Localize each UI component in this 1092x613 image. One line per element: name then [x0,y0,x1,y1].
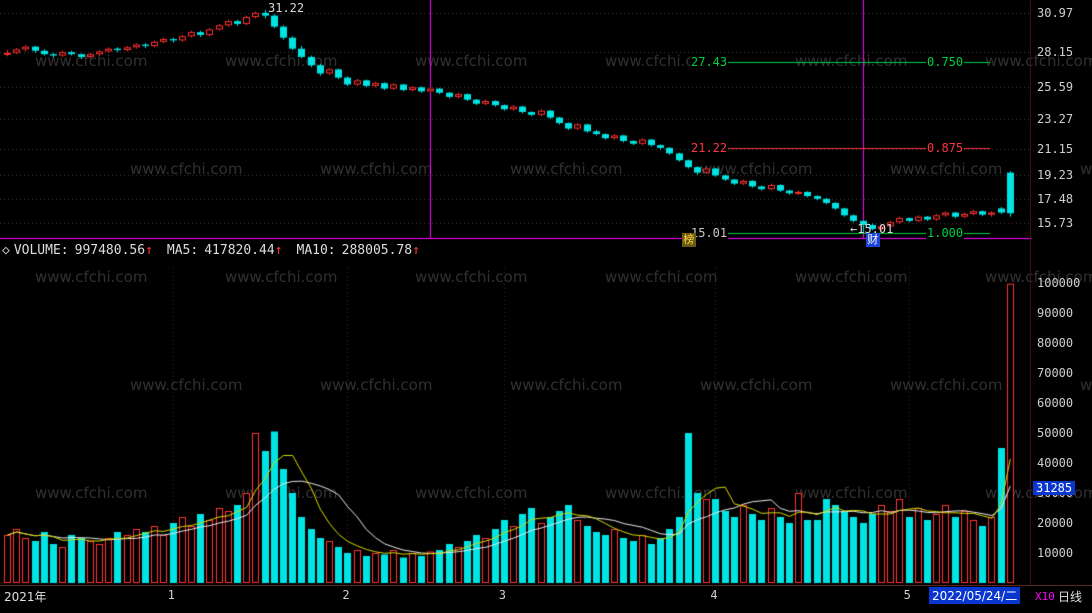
watermark-text: www.cfchi.com [1080,376,1092,394]
ma10-up-arrow-icon: ↑ [412,243,420,258]
year-label: 2021年 [4,590,47,604]
volume-axis-label: 40000 [1037,456,1074,470]
current-volume-badge: 31285 [1033,481,1076,495]
volume-axis-label: 20000 [1037,516,1074,530]
price-axis-label: 17.48 [1037,192,1074,207]
price-axis-label: 23.27 [1037,112,1074,127]
month-label-5: 5 [903,588,911,602]
period-selector[interactable]: 日线 [1058,590,1083,604]
event-tag-1[interactable]: 财 [865,233,880,247]
volume-label: VOLUME: [13,243,69,258]
fib-price-label-2: 15.01 [690,226,729,241]
price-volume-chart-canvas[interactable] [0,0,1032,613]
ma10-value: 288005.78 [341,243,413,258]
collapse-icon[interactable]: ◇ [2,243,10,258]
month-label-3: 3 [498,588,507,602]
volume-axis-label: 60000 [1037,396,1074,410]
volume-axis-label: 70000 [1037,366,1074,380]
volume-up-arrow-icon: ↑ [145,243,153,258]
price-axis-label: 30.97 [1037,6,1074,21]
volume-axis-label: 90000 [1037,306,1074,320]
watermark-text: www.cfchi.com [1080,160,1092,178]
price-axis-label: 25.59 [1037,80,1074,95]
peak-price-label: 31.22 [268,1,305,15]
price-axis-label: 28.15 [1037,45,1074,60]
fib-ratio-label-0: 0.750 [926,55,965,70]
month-label-2: 2 [342,588,350,602]
ma5-label: MA5: [166,243,199,258]
month-label-1: 1 [167,588,175,602]
fib-ratio-label-1: 0.875 [926,140,965,155]
volume-axis-label: 10000 [1037,546,1074,560]
price-axis-label: 19.23 [1037,167,1074,182]
axis-separator [1030,0,1031,604]
ma5-up-arrow-icon: ↑ [274,243,283,258]
fib-ratio-label-2: 1.000 [926,226,965,241]
volume-indicator-header: ◇ VOLUME: 997480.56↑ MA5: 417820.44↑ MA10: 288… [2,243,434,258]
volume-value: 997480.56 [74,243,146,258]
fib-price-label-1: 21.22 [690,140,729,155]
volume-axis-label: 50000 [1037,426,1074,440]
month-label-4: 4 [710,588,718,602]
volume-axis-label: 80000 [1037,336,1074,350]
event-tag-0[interactable]: 榜 [681,233,696,247]
price-axis-label: 15.73 [1037,216,1074,231]
low-price-label: ←15.01 [850,222,894,236]
price-axis-label: 21.15 [1037,141,1074,156]
selected-date-badge: 2022/05/24/二 [929,587,1021,604]
volume-axis-label: 100000 [1037,276,1081,290]
fib-price-label-0: 27.43 [690,55,729,70]
time-axis-bar [0,585,1092,606]
volume-unit-label: X10 [1035,590,1055,603]
ma5-value: 417820.44 [204,243,275,258]
ma10-label: MA10: [296,243,336,258]
left-arrow-icon: ← [850,222,858,236]
